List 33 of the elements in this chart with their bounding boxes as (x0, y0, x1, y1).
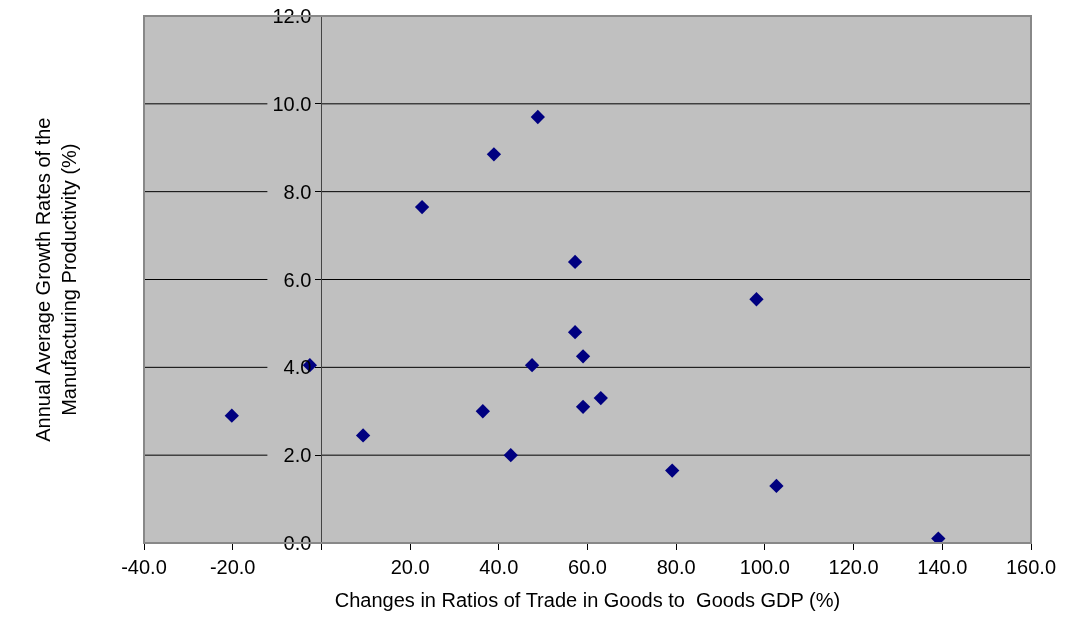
point (567, 254, 583, 270)
point (224, 408, 239, 423)
point (503, 448, 518, 463)
y-tick-label: 10.0 (272, 92, 312, 115)
x-tick-label: -20.0 (209, 556, 256, 578)
y-tick-label: 6.0 (283, 268, 312, 291)
y-axis-title: Annual Average Growth Rates of the Manufacturing Productivity (%) (31, 117, 80, 442)
x-tick-label: 140.0 (917, 556, 968, 578)
point (475, 404, 490, 419)
x-tick-label: 160.0 (1005, 556, 1057, 578)
point (414, 199, 430, 215)
point (665, 463, 680, 478)
point (593, 390, 608, 406)
point (524, 357, 540, 373)
x-axis-title: Changes in Ratios of Trade in Goods to Goods GDP (%) (334, 588, 841, 611)
point (530, 109, 545, 125)
x-tick-label: -40.0 (121, 556, 167, 578)
y-tick-label: 2.0 (283, 444, 312, 467)
x-tick-label: 20.0 (390, 556, 430, 578)
point (567, 325, 583, 340)
point (749, 292, 764, 307)
point (355, 428, 371, 443)
point (769, 478, 784, 494)
point (575, 399, 591, 415)
x-tick-label: 40.0 (479, 556, 519, 578)
point (575, 349, 591, 364)
x-tick-label: 60.0 (568, 556, 607, 578)
x-tick-label: 100.0 (739, 556, 790, 578)
point (486, 147, 502, 162)
point (931, 531, 946, 543)
x-tick-label: 80.0 (656, 556, 696, 578)
y-tick-label: 8.0 (283, 180, 312, 203)
x-tick-label: 120.0 (828, 556, 879, 578)
